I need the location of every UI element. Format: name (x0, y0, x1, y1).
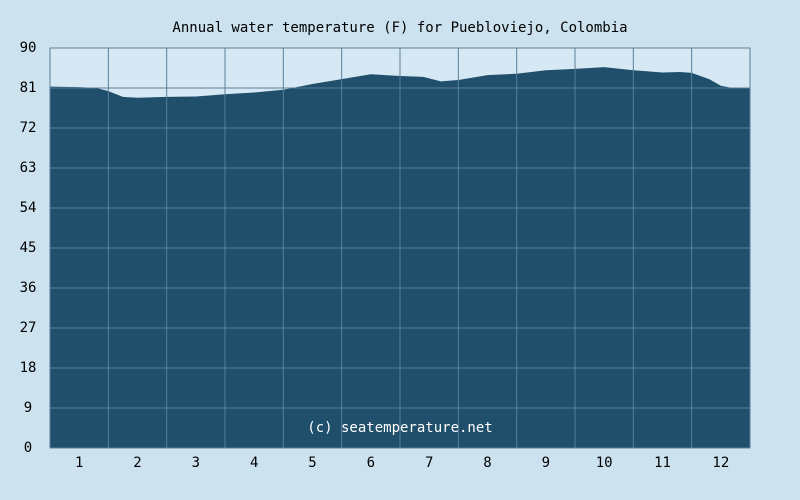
x-tick-label: 4 (250, 455, 258, 471)
x-tick-label: 1 (75, 455, 83, 471)
y-tick-label: 36 (20, 280, 37, 296)
x-tick-label: 8 (483, 455, 491, 471)
x-tick-label: 12 (712, 455, 729, 471)
x-tick-label: 2 (133, 455, 141, 471)
x-tick-label: 11 (654, 455, 671, 471)
y-tick-label: 45 (20, 240, 37, 256)
chart-title: Annual water temperature (F) for Pueblov… (172, 20, 627, 36)
watermark: (c) seatemperature.net (307, 420, 492, 436)
plot-border (49, 47, 751, 449)
y-tick-label: 0 (24, 440, 32, 456)
x-tick-label: 9 (542, 455, 550, 471)
x-tick-label: 7 (425, 455, 433, 471)
y-tick-label: 72 (20, 120, 37, 136)
y-tick-label: 81 (20, 80, 37, 96)
x-tick-label: 6 (367, 455, 375, 471)
y-tick-label: 54 (20, 200, 37, 216)
plot (49, 47, 751, 449)
y-tick-label: 9 (24, 400, 32, 416)
y-tick-label: 63 (20, 160, 37, 176)
y-tick-label: 90 (20, 40, 37, 56)
y-tick-label: 18 (20, 360, 37, 376)
y-tick-label: 27 (20, 320, 37, 336)
x-tick-label: 3 (192, 455, 200, 471)
x-tick-label: 5 (308, 455, 316, 471)
x-tick-label: 10 (596, 455, 613, 471)
